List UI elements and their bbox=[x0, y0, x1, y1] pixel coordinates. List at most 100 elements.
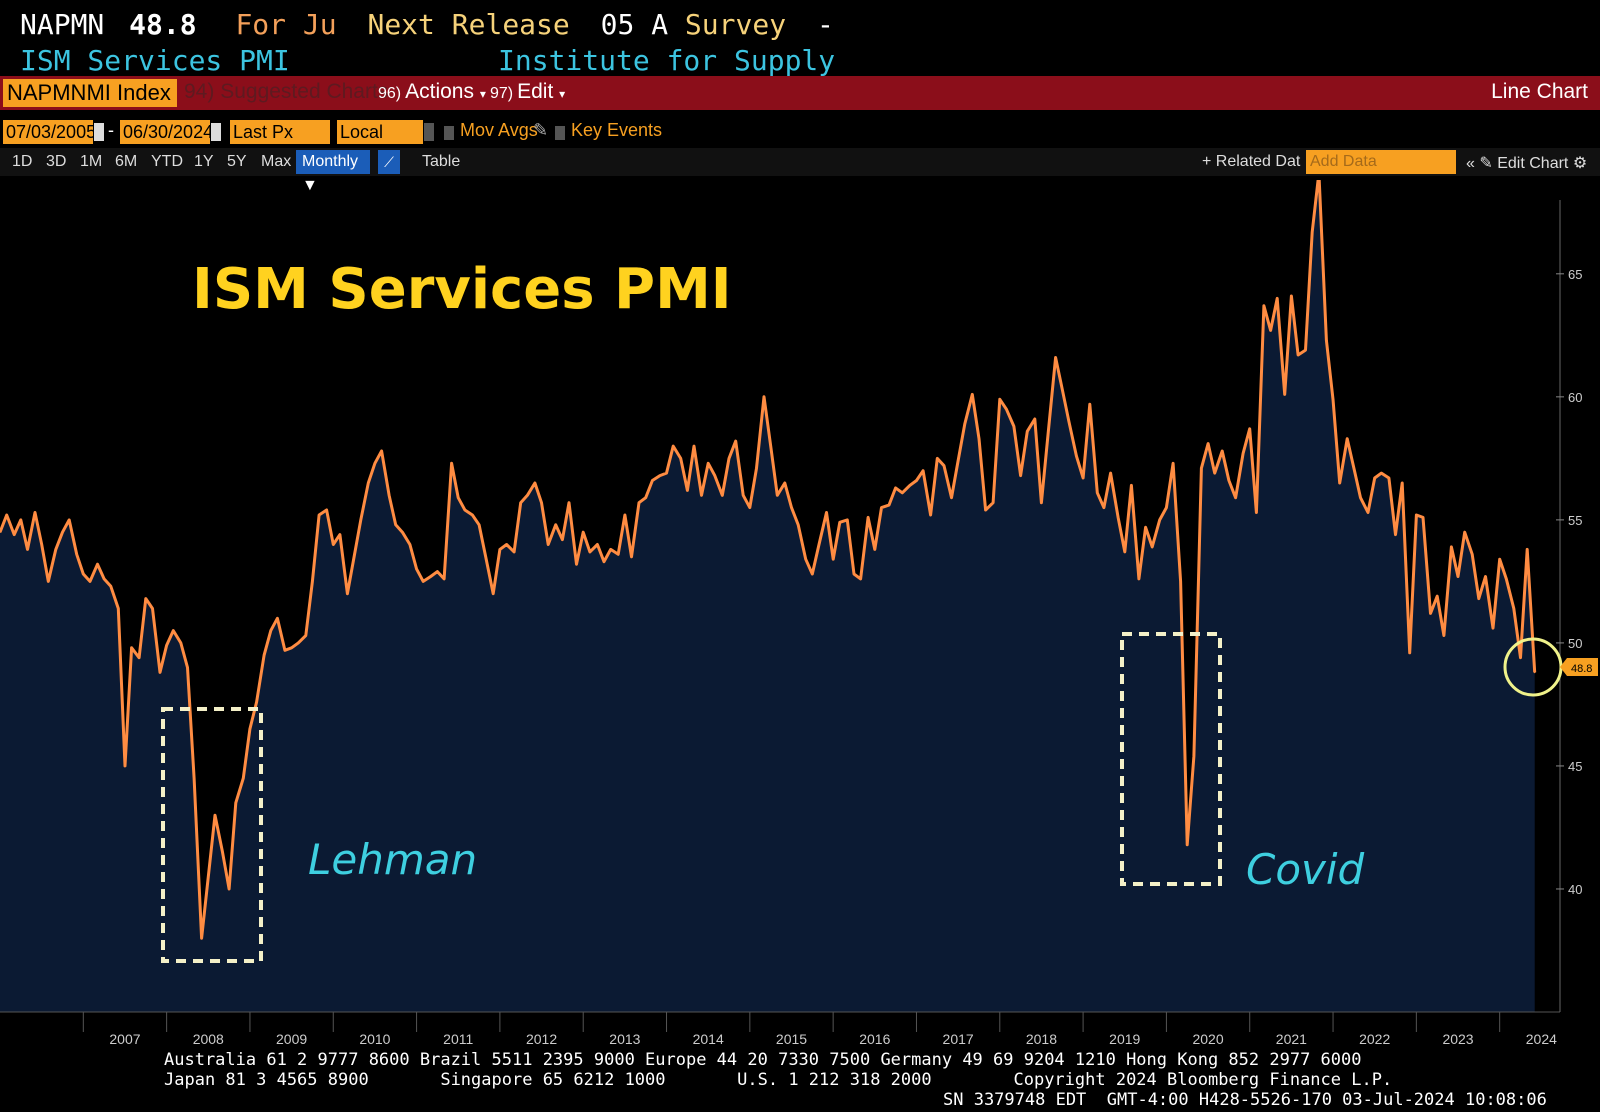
data-point bbox=[235, 802, 237, 804]
data-point bbox=[984, 509, 987, 511]
add-data-input[interactable]: Add Data bbox=[1306, 150, 1456, 174]
data-point bbox=[1297, 354, 1299, 356]
mov-avgs-label[interactable]: Mov Avgs bbox=[460, 120, 538, 140]
table-button[interactable]: Table bbox=[422, 153, 461, 170]
chart-type-label[interactable]: Line Chart bbox=[1491, 80, 1588, 103]
data-point bbox=[110, 585, 112, 588]
lehman-label: Lehman bbox=[308, 835, 477, 884]
caret-down-icon: ▼ bbox=[302, 177, 318, 194]
data-point bbox=[1193, 755, 1195, 757]
data-point bbox=[763, 396, 765, 398]
data-point bbox=[1380, 472, 1383, 474]
data-point bbox=[47, 580, 50, 583]
data-point bbox=[1207, 442, 1209, 445]
currency-select[interactable]: Local CCY bbox=[337, 120, 423, 166]
suggested-charts-button[interactable]: 94) Suggested Charts bbox=[184, 80, 388, 104]
data-point bbox=[575, 563, 578, 565]
header-line-2: ISM Services PMI Institute for Supply bbox=[20, 44, 835, 77]
data-point bbox=[540, 501, 543, 504]
range-button[interactable]: 5Y bbox=[227, 153, 247, 170]
data-point bbox=[1304, 349, 1307, 351]
y-tick-label: 65 bbox=[1568, 267, 1582, 282]
data-point bbox=[749, 506, 751, 509]
dropdown-icon[interactable] bbox=[424, 123, 434, 141]
data-point bbox=[1151, 546, 1153, 548]
data-point bbox=[26, 548, 29, 551]
range-button[interactable]: 1M bbox=[80, 153, 103, 170]
data-point bbox=[284, 649, 286, 652]
command-toolbar: NAPMNMI Index 94) Suggested Charts 96) Ac… bbox=[0, 76, 1600, 110]
data-point bbox=[20, 519, 22, 521]
frequency-select[interactable]: Monthly ▼ bbox=[296, 150, 370, 194]
data-point bbox=[624, 514, 626, 516]
data-point bbox=[457, 496, 460, 499]
data-point bbox=[1172, 462, 1174, 465]
data-point bbox=[672, 445, 674, 447]
y-tick-label: 50 bbox=[1568, 636, 1582, 651]
edit-chart-button[interactable]: « ✎ Edit Chart ⚙ bbox=[1466, 153, 1587, 173]
key-events-label[interactable]: Key Events bbox=[571, 120, 663, 140]
data-point bbox=[846, 519, 849, 521]
ticker-symbol: NAPMN bbox=[20, 8, 105, 41]
data-point bbox=[915, 479, 918, 482]
data-point bbox=[547, 543, 549, 546]
security-field[interactable]: NAPMNMI Index bbox=[3, 79, 177, 107]
data-point bbox=[880, 506, 883, 509]
pencil-icon[interactable]: ✎ bbox=[533, 120, 549, 140]
calendar-icon[interactable] bbox=[94, 123, 104, 141]
data-point bbox=[388, 494, 390, 497]
calendar-icon[interactable] bbox=[211, 123, 221, 141]
series-area bbox=[0, 180, 1535, 1012]
y-tick-label: 55 bbox=[1568, 513, 1582, 528]
data-point bbox=[1117, 516, 1119, 519]
data-point bbox=[929, 514, 932, 516]
x-tick-label: 2018 bbox=[1026, 1031, 1057, 1047]
data-point bbox=[130, 647, 133, 649]
data-point bbox=[797, 524, 799, 526]
start-date-field[interactable]: 07/03/2005 bbox=[3, 120, 96, 144]
range-button[interactable]: 1D bbox=[12, 153, 33, 170]
x-tick-label: 2020 bbox=[1192, 1031, 1223, 1047]
range-button[interactable]: Max bbox=[261, 153, 292, 170]
y-tick-label: 40 bbox=[1568, 882, 1582, 897]
data-point bbox=[1165, 506, 1168, 509]
data-point bbox=[1109, 472, 1112, 474]
data-point bbox=[172, 629, 175, 632]
price-field-select[interactable]: Last Px bbox=[230, 120, 330, 144]
data-point bbox=[853, 573, 855, 575]
data-point bbox=[1471, 553, 1473, 556]
checkbox-icon[interactable] bbox=[444, 126, 454, 140]
checkbox-icon[interactable] bbox=[555, 126, 565, 140]
data-point bbox=[305, 634, 307, 637]
data-point bbox=[784, 482, 786, 484]
data-point bbox=[117, 607, 120, 610]
frequency-label: Monthly bbox=[302, 153, 359, 170]
data-point bbox=[332, 543, 335, 546]
data-point bbox=[742, 494, 744, 497]
data-point bbox=[221, 851, 224, 853]
gear-icon[interactable]: ⚙ bbox=[1572, 155, 1588, 172]
actions-menu[interactable]: 96) Actions ▾ bbox=[378, 80, 486, 104]
x-tick-label: 2012 bbox=[526, 1031, 557, 1047]
data-point bbox=[721, 494, 724, 497]
end-date-field[interactable]: 06/30/2024 bbox=[120, 120, 213, 144]
for-text: For Ju bbox=[235, 8, 337, 41]
line-chart-icon[interactable]: ⟋ bbox=[378, 150, 400, 174]
data-point bbox=[1450, 546, 1453, 548]
range-button[interactable]: YTD bbox=[151, 153, 183, 170]
data-point bbox=[1124, 551, 1126, 553]
related-data-button[interactable]: + Related Dat bbox=[1202, 153, 1300, 171]
data-point bbox=[1047, 433, 1049, 435]
data-point bbox=[1505, 578, 1508, 580]
data-point bbox=[1054, 356, 1057, 359]
range-button[interactable]: 3D bbox=[46, 153, 67, 170]
range-button[interactable]: 6M bbox=[115, 153, 138, 170]
actions-num: 96) bbox=[378, 85, 402, 102]
edit-menu[interactable]: 97) Edit ▾ bbox=[490, 80, 565, 104]
data-point bbox=[644, 496, 647, 499]
last-value-marker bbox=[1560, 658, 1598, 676]
data-point bbox=[867, 516, 869, 519]
range-button[interactable]: 1Y bbox=[194, 153, 214, 170]
data-point bbox=[1096, 492, 1099, 494]
data-point bbox=[394, 524, 397, 526]
